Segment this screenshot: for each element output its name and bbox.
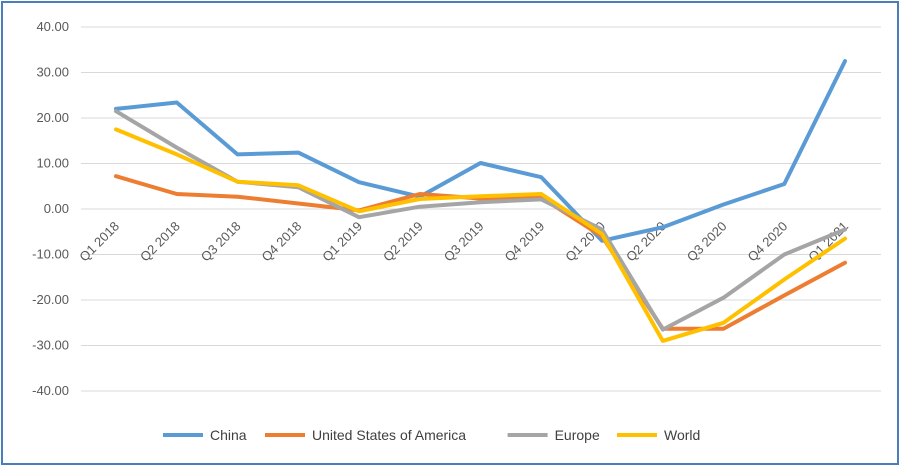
legend-label: Europe bbox=[555, 427, 600, 443]
y-tick-label: -30.00 bbox=[32, 338, 69, 353]
y-tick-label: 40.00 bbox=[36, 19, 69, 34]
y-tick-label: -20.00 bbox=[32, 292, 69, 307]
legend-label: United States of America bbox=[312, 427, 466, 443]
x-tick-label: Q3 2020 bbox=[684, 219, 730, 265]
legend-label: China bbox=[210, 427, 247, 443]
gridlines bbox=[81, 26, 881, 392]
legend-label: World bbox=[664, 427, 700, 443]
x-tick-label: Q4 2018 bbox=[258, 219, 304, 265]
y-tick-label: 20.00 bbox=[36, 110, 69, 125]
series-lines bbox=[114, 59, 847, 343]
series-line-united-states-of-america bbox=[114, 174, 847, 331]
y-tick-label: 0.00 bbox=[44, 201, 69, 216]
series-line-china bbox=[114, 59, 847, 243]
y-axis-ticks: 40.00 30.00 20.00 10.00 0.00 -10.00 -20.00 -30.… bbox=[32, 19, 69, 398]
y-tick-label: 10.00 bbox=[36, 156, 69, 171]
x-tick-label: Q4 2019 bbox=[501, 219, 547, 265]
x-tick-label: Q3 2018 bbox=[198, 219, 244, 265]
x-axis-ticks: Q1 2018 Q2 2018 Q3 2018 Q4 2018 Q1 2019 Q2 20… bbox=[76, 219, 851, 265]
line-chart: 40.00 30.00 20.00 10.00 0.00 -10.00 -20.00 -30.… bbox=[32, 19, 881, 443]
x-tick-label: Q2 2019 bbox=[380, 219, 426, 265]
x-tick-label: Q1 2019 bbox=[319, 219, 365, 265]
x-tick-label: Q2 2018 bbox=[137, 219, 183, 265]
y-tick-label: -40.00 bbox=[32, 383, 69, 398]
y-tick-label: 30.00 bbox=[36, 65, 69, 80]
x-tick-label: Q1 2018 bbox=[76, 219, 122, 265]
legend: China United States of America Europe World bbox=[163, 427, 700, 443]
x-tick-label: Q3 2019 bbox=[441, 219, 487, 265]
series-line-world bbox=[114, 127, 847, 343]
y-tick-label: -10.00 bbox=[32, 247, 69, 262]
